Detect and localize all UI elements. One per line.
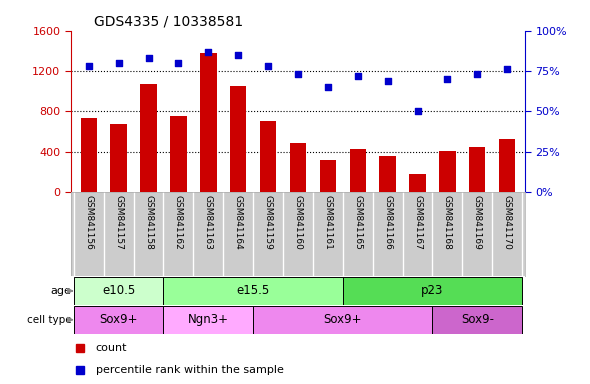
Text: age: age [51, 286, 71, 296]
Text: e15.5: e15.5 [237, 285, 270, 297]
Point [323, 84, 333, 90]
Bar [74, 306, 163, 333]
Text: Sox9-: Sox9- [461, 313, 494, 326]
Text: e10.5: e10.5 [102, 285, 135, 297]
Point [473, 71, 482, 77]
Text: GSM841161: GSM841161 [323, 195, 332, 250]
Point [84, 63, 93, 69]
Bar [260, 121, 276, 192]
Point [383, 78, 392, 84]
Bar [439, 151, 455, 192]
Text: GSM841169: GSM841169 [473, 195, 482, 250]
Point [114, 60, 123, 66]
Bar [110, 124, 127, 192]
Text: GSM841165: GSM841165 [353, 195, 362, 250]
Bar [200, 53, 217, 192]
Point [173, 60, 183, 66]
Bar [253, 306, 432, 333]
Point [204, 49, 213, 55]
Bar [163, 277, 343, 305]
Text: GSM841157: GSM841157 [114, 195, 123, 250]
Text: GSM841167: GSM841167 [413, 195, 422, 250]
Text: GSM841166: GSM841166 [383, 195, 392, 250]
Point [442, 76, 452, 82]
Bar [432, 306, 522, 333]
Point [503, 66, 512, 73]
Text: GSM841160: GSM841160 [293, 195, 303, 250]
Point [293, 71, 303, 77]
Bar [230, 86, 247, 192]
Text: count: count [96, 343, 127, 353]
Text: cell type: cell type [27, 314, 71, 325]
Bar [170, 116, 186, 192]
Bar [499, 139, 516, 192]
Text: GDS4335 / 10338581: GDS4335 / 10338581 [93, 14, 242, 28]
Bar [320, 160, 336, 192]
Text: p23: p23 [421, 285, 444, 297]
Bar [163, 306, 253, 333]
Bar [74, 277, 163, 305]
Point [353, 73, 362, 79]
Text: GSM841164: GSM841164 [234, 195, 242, 249]
Text: GSM841156: GSM841156 [84, 195, 93, 250]
Bar [349, 149, 366, 192]
Text: GSM841168: GSM841168 [443, 195, 452, 250]
Text: Ngn3+: Ngn3+ [188, 313, 229, 326]
Text: Sox9+: Sox9+ [99, 313, 138, 326]
Text: GSM841162: GSM841162 [174, 195, 183, 249]
Bar [469, 147, 486, 192]
Text: Sox9+: Sox9+ [323, 313, 362, 326]
Text: GSM841159: GSM841159 [264, 195, 273, 250]
Text: percentile rank within the sample: percentile rank within the sample [96, 365, 284, 375]
Text: GSM841170: GSM841170 [503, 195, 512, 250]
Bar [290, 142, 306, 192]
Text: GSM841158: GSM841158 [144, 195, 153, 250]
Bar [379, 156, 396, 192]
Bar [80, 118, 97, 192]
Bar [140, 84, 157, 192]
Point [263, 63, 273, 69]
Text: GSM841163: GSM841163 [204, 195, 213, 250]
Point [234, 52, 243, 58]
Bar [343, 277, 522, 305]
Bar [409, 174, 426, 192]
Point [144, 55, 153, 61]
Point [413, 108, 422, 114]
